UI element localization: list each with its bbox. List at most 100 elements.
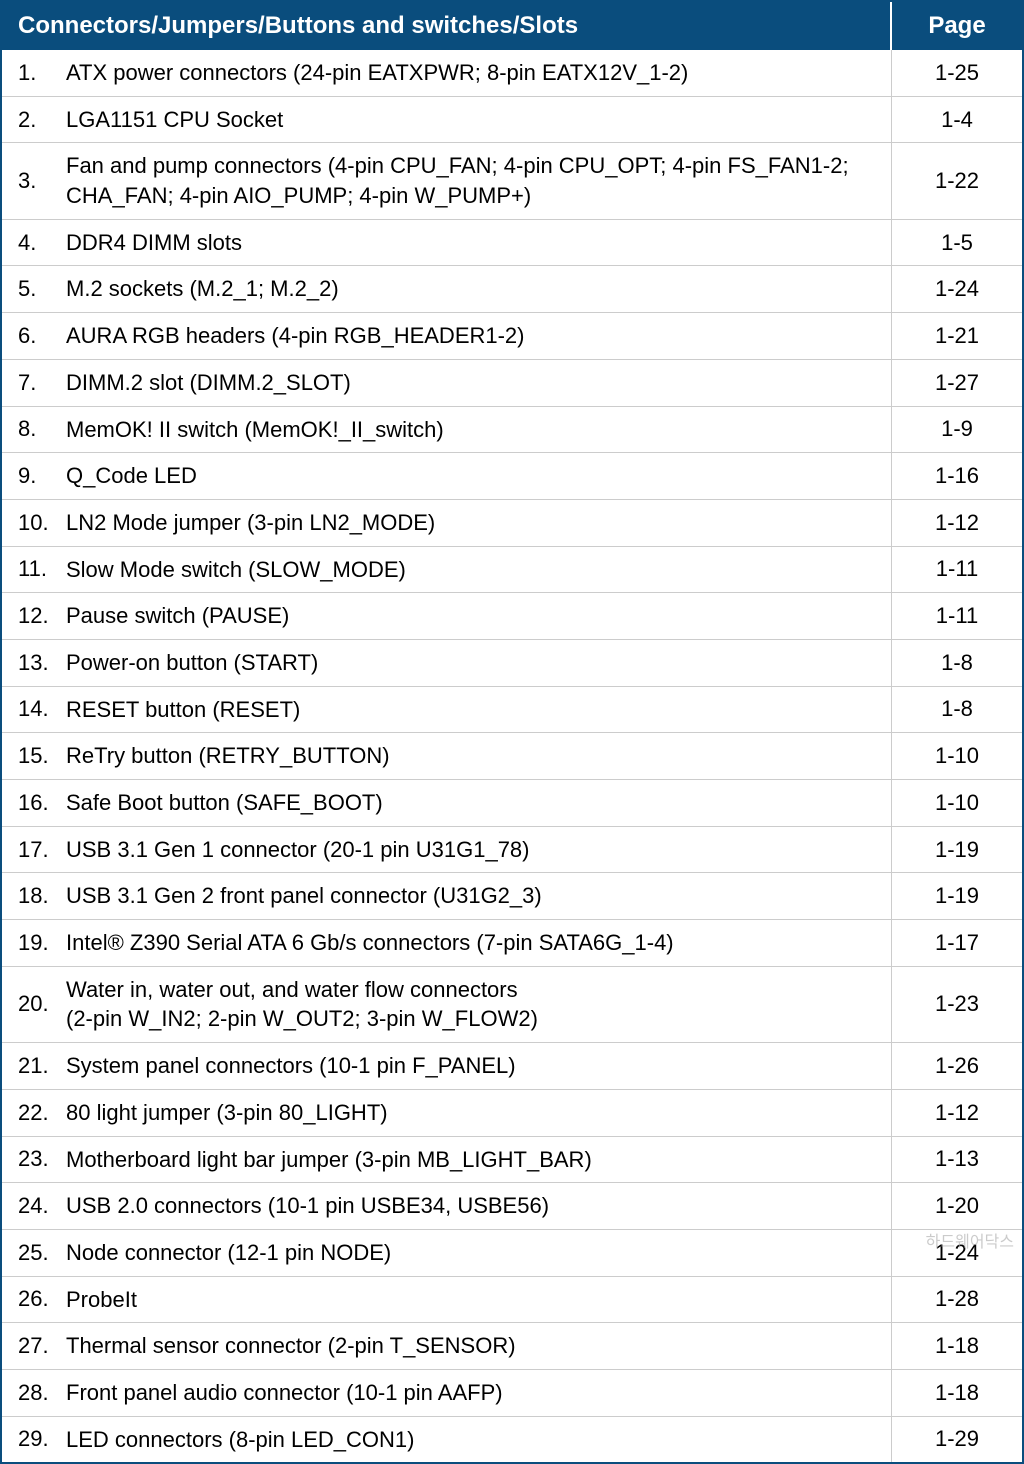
row-page: 1-26 [892, 1043, 1022, 1089]
table-row: 6.AURA RGB headers (4-pin RGB_HEADER1-2)… [2, 313, 1022, 360]
row-description: DDR4 DIMM slots [66, 228, 879, 258]
table-row: 20.Water in, water out, and water flow c… [2, 967, 1022, 1043]
row-description: Thermal sensor connector (2-pin T_SENSOR… [66, 1331, 879, 1361]
row-description: LN2 Mode jumper (3-pin LN2_MODE) [66, 508, 879, 538]
row-number: 3. [14, 168, 66, 194]
row-description: LED connectors (8-pin LED_CON1) [66, 1425, 879, 1455]
row-description: ATX power connectors (24-pin EATXPWR; 8-… [66, 58, 879, 88]
row-main-cell: 16.Safe Boot button (SAFE_BOOT) [2, 780, 892, 826]
header-main-label: Connectors/Jumpers/Buttons and switches/… [2, 2, 892, 50]
row-description: Node connector (12-1 pin NODE) [66, 1238, 879, 1268]
row-number: 24. [14, 1193, 66, 1219]
row-description: RESET button (RESET) [66, 695, 879, 725]
row-description: ProbeIt [66, 1285, 879, 1315]
row-description: Front panel audio connector (10-1 pin AA… [66, 1378, 879, 1408]
row-number: 19. [14, 930, 66, 956]
row-main-cell: 15.ReTry button (RETRY_BUTTON) [2, 733, 892, 779]
table-row: 5.M.2 sockets (M.2_1; M.2_2)1-24 [2, 266, 1022, 313]
row-page: 1-11 [892, 593, 1022, 639]
row-description: USB 2.0 connectors (10-1 pin USBE34, USB… [66, 1191, 879, 1221]
row-page: 1-9 [892, 407, 1022, 453]
row-main-cell: 6.AURA RGB headers (4-pin RGB_HEADER1-2) [2, 313, 892, 359]
row-number: 20. [14, 991, 66, 1017]
row-page: 1-25 [892, 50, 1022, 96]
row-description: Q_Code LED [66, 461, 879, 491]
table-row: 21.System panel connectors (10-1 pin F_P… [2, 1043, 1022, 1090]
row-page: 1-18 [892, 1323, 1022, 1369]
row-page: 1-13 [892, 1137, 1022, 1183]
row-number: 9. [14, 463, 66, 489]
row-number: 29. [14, 1426, 66, 1452]
table-row: 3.Fan and pump connectors (4-pin CPU_FAN… [2, 143, 1022, 219]
row-main-cell: 10.LN2 Mode jumper (3-pin LN2_MODE) [2, 500, 892, 546]
row-number: 17. [14, 837, 66, 863]
table-row: 27.Thermal sensor connector (2-pin T_SEN… [2, 1323, 1022, 1370]
table-row: 18.USB 3.1 Gen 2 front panel connector (… [2, 873, 1022, 920]
header-page-label: Page [892, 2, 1022, 50]
table-row: 28.Front panel audio connector (10-1 pin… [2, 1370, 1022, 1417]
row-description: System panel connectors (10-1 pin F_PANE… [66, 1051, 879, 1081]
row-number: 12. [14, 603, 66, 629]
row-number: 10. [14, 510, 66, 536]
row-description: Power-on button (START) [66, 648, 879, 678]
row-page: 1-23 [892, 967, 1022, 1042]
table-row: 29.LED connectors (8-pin LED_CON1) 1-29 [2, 1417, 1022, 1463]
row-number: 8. [14, 416, 66, 442]
table-row: 12.Pause switch (PAUSE)1-11 [2, 593, 1022, 640]
row-main-cell: 4.DDR4 DIMM slots [2, 220, 892, 266]
row-description: USB 3.1 Gen 1 connector (20-1 pin U31G1_… [66, 835, 879, 865]
row-description: LGA1151 CPU Socket [66, 105, 879, 135]
row-description: ReTry button (RETRY_BUTTON) [66, 741, 879, 771]
row-main-cell: 18.USB 3.1 Gen 2 front panel connector (… [2, 873, 892, 919]
row-number: 7. [14, 370, 66, 396]
row-page: 1-8 [892, 687, 1022, 733]
row-main-cell: 27.Thermal sensor connector (2-pin T_SEN… [2, 1323, 892, 1369]
table-row: 1.ATX power connectors (24-pin EATXPWR; … [2, 50, 1022, 97]
table-row: 19.Intel® Z390 Serial ATA 6 Gb/s connect… [2, 920, 1022, 967]
table-row: 25.Node connector (12-1 pin NODE)1-24 [2, 1230, 1022, 1277]
row-main-cell: 11.Slow Mode switch (SLOW_MODE) [2, 547, 892, 593]
row-page: 1-17 [892, 920, 1022, 966]
row-main-cell: 8.MemOK! II switch (MemOK!_II_switch) [2, 407, 892, 453]
row-number: 21. [14, 1053, 66, 1079]
row-main-cell: 2.LGA1151 CPU Socket [2, 97, 892, 143]
row-description: M.2 sockets (M.2_1; M.2_2) [66, 274, 879, 304]
row-description: Water in, water out, and water flow conn… [66, 975, 879, 1034]
row-description: Slow Mode switch (SLOW_MODE) [66, 555, 879, 585]
row-number: 6. [14, 323, 66, 349]
table-row: 23.Motherboard light bar jumper (3-pin M… [2, 1137, 1022, 1184]
row-description: DIMM.2 slot (DIMM.2_SLOT) [66, 368, 879, 398]
row-main-cell: 13.Power-on button (START) [2, 640, 892, 686]
row-page: 1-29 [892, 1417, 1022, 1463]
row-main-cell: 19.Intel® Z390 Serial ATA 6 Gb/s connect… [2, 920, 892, 966]
row-number: 4. [14, 230, 66, 256]
row-page: 1-8 [892, 640, 1022, 686]
row-main-cell: 12.Pause switch (PAUSE) [2, 593, 892, 639]
row-description: AURA RGB headers (4-pin RGB_HEADER1-2) [66, 321, 879, 351]
row-number: 18. [14, 883, 66, 909]
row-main-cell: 14.RESET button (RESET) [2, 687, 892, 733]
table-row: 11.Slow Mode switch (SLOW_MODE)1-11 [2, 547, 1022, 594]
row-description: 80 light jumper (3-pin 80_LIGHT) [66, 1098, 879, 1128]
row-page: 1-21 [892, 313, 1022, 359]
row-page: 1-11 [892, 547, 1022, 593]
table-row: 24.USB 2.0 connectors (10-1 pin USBE34, … [2, 1183, 1022, 1230]
row-main-cell: 25.Node connector (12-1 pin NODE) [2, 1230, 892, 1276]
row-page: 1-28 [892, 1277, 1022, 1323]
row-description: Safe Boot button (SAFE_BOOT) [66, 788, 879, 818]
row-main-cell: 1.ATX power connectors (24-pin EATXPWR; … [2, 50, 892, 96]
table-row: 15.ReTry button (RETRY_BUTTON)1-10 [2, 733, 1022, 780]
row-main-cell: 20.Water in, water out, and water flow c… [2, 967, 892, 1042]
row-page: 1-16 [892, 453, 1022, 499]
row-number: 1. [14, 60, 66, 86]
row-number: 25. [14, 1240, 66, 1266]
row-page: 1-24 [892, 266, 1022, 312]
row-main-cell: 22.80 light jumper (3-pin 80_LIGHT) [2, 1090, 892, 1136]
row-number: 27. [14, 1333, 66, 1359]
row-page: 1-27 [892, 360, 1022, 406]
table-row: 2.LGA1151 CPU Socket1-4 [2, 97, 1022, 144]
row-main-cell: 7.DIMM.2 slot (DIMM.2_SLOT) [2, 360, 892, 406]
row-page: 1-10 [892, 733, 1022, 779]
table-row: 7.DIMM.2 slot (DIMM.2_SLOT)1-27 [2, 360, 1022, 407]
row-number: 15. [14, 743, 66, 769]
